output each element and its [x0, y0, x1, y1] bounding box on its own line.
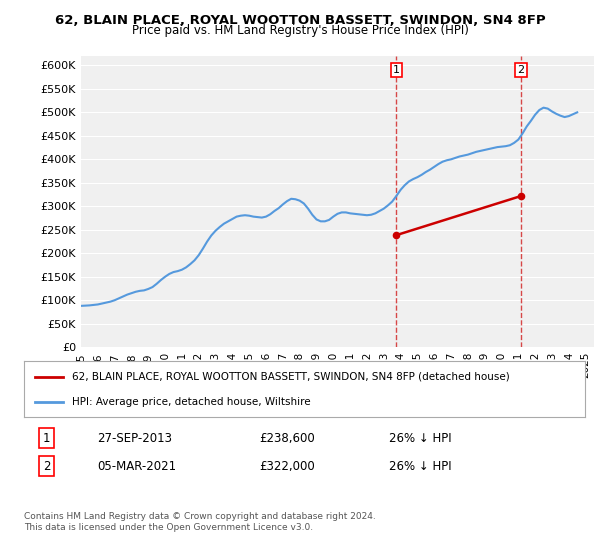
- Text: Price paid vs. HM Land Registry's House Price Index (HPI): Price paid vs. HM Land Registry's House …: [131, 24, 469, 36]
- Text: 62, BLAIN PLACE, ROYAL WOOTTON BASSETT, SWINDON, SN4 8FP: 62, BLAIN PLACE, ROYAL WOOTTON BASSETT, …: [55, 14, 545, 27]
- Point: [517, 192, 526, 200]
- Text: £238,600: £238,600: [260, 432, 316, 445]
- Text: 62, BLAIN PLACE, ROYAL WOOTTON BASSETT, SWINDON, SN4 8FP (detached house): 62, BLAIN PLACE, ROYAL WOOTTON BASSETT, …: [71, 372, 509, 382]
- Text: 05-MAR-2021: 05-MAR-2021: [97, 460, 176, 473]
- Text: 26% ↓ HPI: 26% ↓ HPI: [389, 460, 451, 473]
- Text: 2: 2: [43, 460, 50, 473]
- Text: Contains HM Land Registry data © Crown copyright and database right 2024.
This d: Contains HM Land Registry data © Crown c…: [24, 512, 376, 532]
- Point: [392, 231, 401, 240]
- Text: 1: 1: [393, 65, 400, 74]
- Text: 26% ↓ HPI: 26% ↓ HPI: [389, 432, 451, 445]
- Text: 27-SEP-2013: 27-SEP-2013: [97, 432, 172, 445]
- Text: HPI: Average price, detached house, Wiltshire: HPI: Average price, detached house, Wilt…: [71, 396, 310, 407]
- Text: £322,000: £322,000: [260, 460, 316, 473]
- Text: 2: 2: [518, 65, 525, 74]
- Text: 1: 1: [43, 432, 50, 445]
